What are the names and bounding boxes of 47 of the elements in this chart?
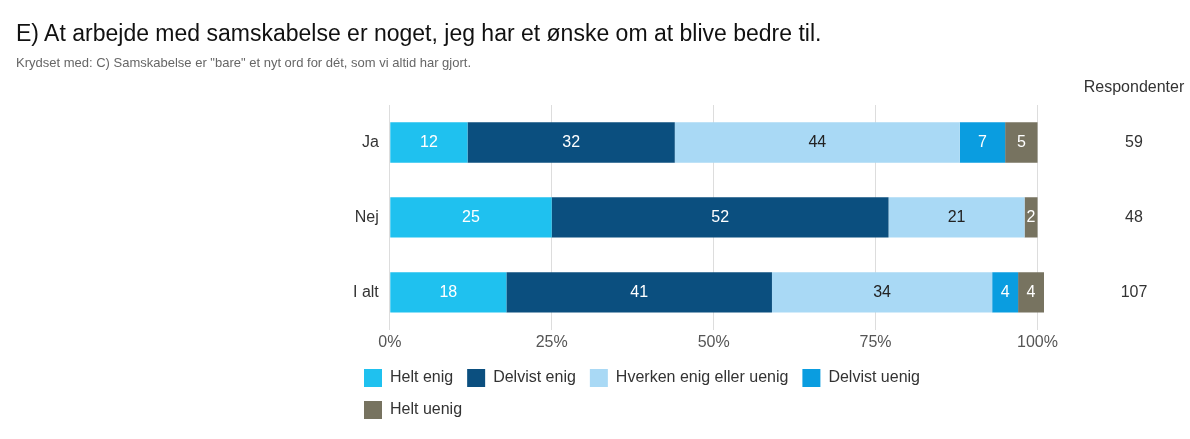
text: 48: [1125, 207, 1143, 225]
chart-title: E) At arbejde med samskabelse er noget, jeg har et ønske om at blive bedre til.: [16, 20, 822, 47]
x-tick-label: 75%: [859, 332, 892, 350]
data-label: 44: [808, 132, 827, 150]
y-tick-label: I alt: [352, 282, 380, 300]
data-label: 32: [562, 132, 581, 150]
legend-label: Delvist enig: [493, 368, 576, 386]
x-tick-label: 50%: [697, 332, 730, 350]
bar: [771, 272, 993, 313]
text: 107: [1120, 282, 1148, 300]
data-label: 4: [1026, 282, 1036, 300]
bar: [888, 197, 1025, 238]
text: Krydset med: C) Samskabelse er "bare" et nyt ord for dét, som vi altid har gjort.: [16, 55, 472, 70]
legend-label: Delvist uenig: [828, 368, 921, 386]
data-label: 34: [873, 282, 892, 300]
data-label: 2: [1026, 207, 1036, 225]
data-label: 25: [462, 207, 481, 225]
y-tick-label: Nej: [354, 207, 379, 225]
bar: [1005, 122, 1038, 163]
bar: [390, 122, 468, 163]
y-tick-label: Ja: [361, 132, 379, 150]
bar: [467, 122, 675, 163]
bar: [1024, 197, 1038, 238]
bar: [390, 272, 507, 313]
text: 59: [1125, 132, 1143, 150]
bar: [992, 272, 1019, 313]
text: Respondenter: [1083, 78, 1185, 96]
bar: [959, 122, 1006, 163]
data-label: 52: [711, 207, 730, 225]
data-label: 4: [1000, 282, 1010, 300]
data-label: 18: [439, 282, 458, 300]
data-label: 21: [947, 207, 966, 225]
legend-label: Helt uenig: [390, 400, 463, 418]
x-tick-label: 100%: [1017, 332, 1058, 350]
data-label: 7: [978, 132, 988, 150]
bar: [506, 272, 772, 313]
bar: [390, 197, 552, 238]
data-label: 5: [1016, 132, 1026, 150]
bar: [551, 197, 889, 238]
data-label: 41: [630, 282, 649, 300]
data-label: 12: [420, 132, 438, 150]
x-tick-label: 25%: [535, 332, 568, 350]
x-tick-label: 0%: [378, 332, 402, 350]
legend-label: Hverken enig eller uenig: [615, 368, 789, 386]
bar: [674, 122, 960, 163]
legend-label: Helt enig: [390, 368, 454, 386]
bar: [1018, 272, 1044, 313]
